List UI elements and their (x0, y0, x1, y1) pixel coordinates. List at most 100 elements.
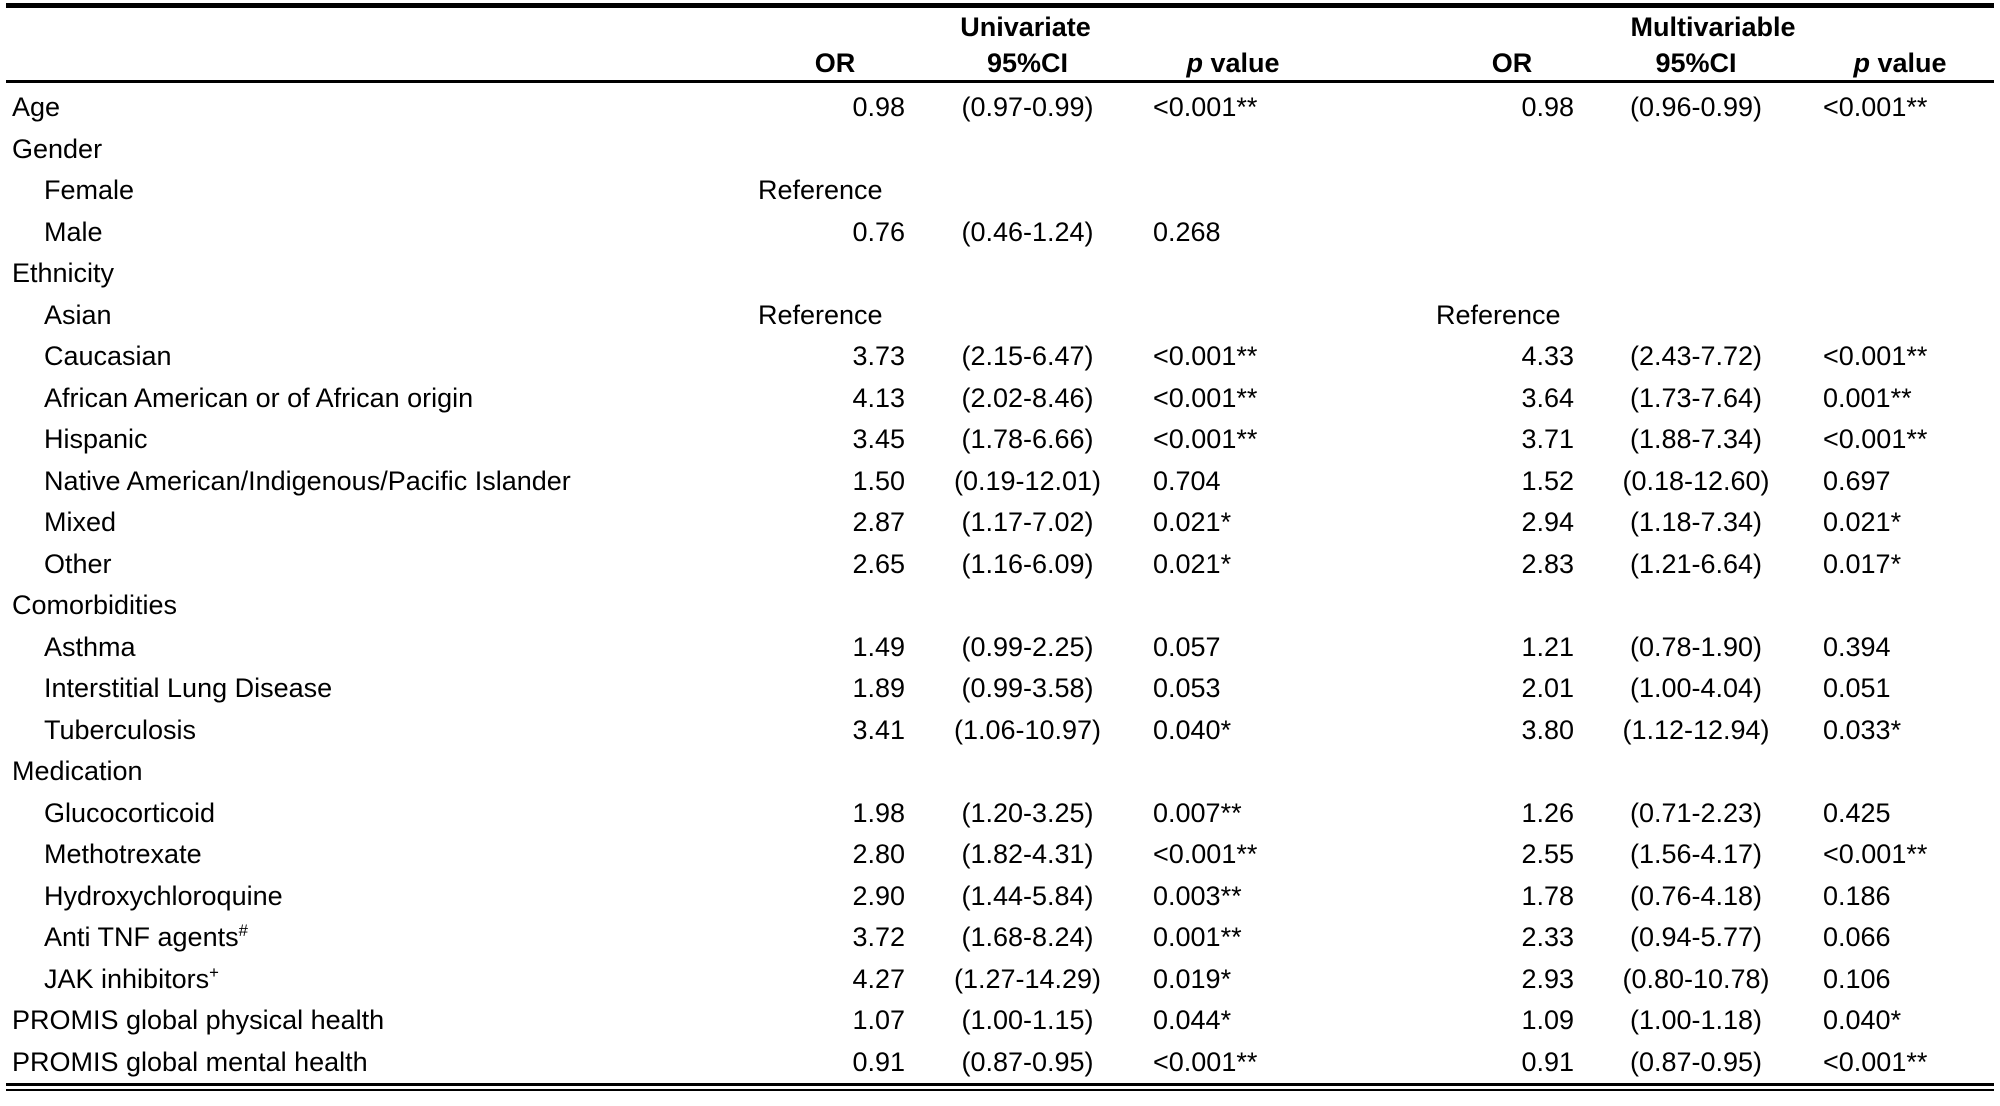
univariate-or-cell: 4.13 (852, 382, 905, 413)
table-row: Methotrexate 2.80 (1.82-4.31) <0.001** 2.55 (… (6, 834, 1994, 876)
multivariable-ci-cell: (1.73-7.64) (1629, 382, 1763, 413)
multivariable-ci-cell: (0.96-0.99) (1629, 92, 1763, 123)
multivariable-ci-cell: (1.12-12.94) (1622, 714, 1770, 745)
row-label: Asian (44, 299, 112, 330)
group-header-multivariable: Multivariable (1630, 11, 1796, 42)
univariate-or-cell: 1.50 (852, 465, 905, 496)
row-label: Asthma (44, 631, 136, 662)
row-label: Ethnicity (12, 258, 115, 289)
row-label: Native American/Indigenous/Pacific Islan… (44, 465, 571, 496)
multivariable-ci-cell: (0.71-2.23) (1629, 797, 1763, 828)
univariate-ci-cell: (1.82-4.31) (961, 839, 1094, 870)
univariate-or-cell: 1.49 (852, 631, 905, 662)
multivariable-ci-cell: (0.18-12.60) (1622, 465, 1770, 496)
multivariable-p-cell: 0.066 (1823, 922, 1891, 953)
table-group-header-row: Univariate Multivariable (6, 8, 1994, 46)
table-top-rule (6, 3, 1994, 8)
multivariable-p-cell: <0.001** (1823, 839, 1928, 870)
multivariable-or-cell: Reference (1436, 299, 1561, 330)
multivariable-ci-cell: (1.18-7.34) (1629, 507, 1763, 538)
row-label: Age (12, 92, 61, 123)
column-header-univariate-ci: 95%CI (986, 47, 1069, 78)
univariate-or-cell: 4.27 (852, 963, 905, 994)
row-label: Female (44, 175, 135, 206)
univariate-p-cell: <0.001** (1153, 1046, 1258, 1077)
p-italic: p (1186, 47, 1203, 78)
univariate-ci-cell: (1.16-6.09) (961, 548, 1094, 579)
multivariable-or-cell: 1.52 (1521, 465, 1574, 496)
univariate-ci-cell: (2.15-6.47) (961, 341, 1094, 372)
multivariable-p-cell: <0.001** (1823, 424, 1928, 455)
row-label: Methotrexate (44, 839, 202, 870)
univariate-or-cell: 1.07 (852, 1005, 905, 1036)
multivariable-ci-cell: (0.94-5.77) (1629, 922, 1763, 953)
table-row: PROMIS global mental health 0.91 (0.87-0.9… (6, 1042, 1994, 1084)
univariate-p-cell: 0.053 (1153, 673, 1221, 704)
multivariable-ci-cell: (0.80-10.78) (1622, 963, 1770, 994)
row-label: Male (44, 216, 103, 247)
table-body: Age 0.98 (0.97-0.99) <0.001** 0.98 (0.96-0.99… (6, 83, 1994, 1083)
column-header-univariate-or: OR (814, 47, 856, 78)
row-label: PROMIS global mental health (12, 1046, 368, 1077)
multivariable-or-cell: 1.26 (1521, 797, 1574, 828)
univariate-ci-cell: (0.46-1.24) (961, 216, 1094, 247)
multivariable-p-cell: 0.001** (1823, 382, 1912, 413)
univariate-ci-cell: (1.68-8.24) (961, 922, 1094, 953)
table-row: Comorbidities (6, 585, 1994, 627)
table-row: Glucocorticoid 1.98 (1.20-3.25) 0.007** 1.26… (6, 793, 1994, 835)
univariate-or-cell: 0.76 (852, 216, 905, 247)
column-header-multivariable-ci: 95%CI (1655, 47, 1737, 78)
p-word: value (1877, 47, 1947, 78)
multivariable-ci-cell: (0.76-4.18) (1629, 880, 1763, 911)
univariate-p-cell: 0.021* (1153, 507, 1232, 538)
row-label: Gender (12, 133, 103, 164)
table-row: Female Reference (6, 170, 1994, 212)
univariate-p-cell: <0.001** (1153, 424, 1258, 455)
univariate-or-cell: Reference (758, 175, 883, 206)
row-label: Medication (12, 756, 143, 787)
table-row: Age 0.98 (0.97-0.99) <0.001** 0.98 (0.96-0.99… (6, 87, 1994, 129)
univariate-ci-cell: (2.02-8.46) (961, 382, 1094, 413)
multivariable-ci-cell: (1.56-4.17) (1629, 839, 1763, 870)
table-row: Medication (6, 751, 1994, 793)
multivariable-p-cell: 0.697 (1823, 465, 1891, 496)
multivariable-ci-cell: (1.21-6.64) (1629, 548, 1763, 579)
multivariable-p-cell: 0.186 (1823, 880, 1891, 911)
table-row: Tuberculosis 3.41 (1.06-10.97) 0.040* 3.80 (1… (6, 710, 1994, 752)
univariate-p-cell: <0.001** (1153, 839, 1258, 870)
multivariable-ci-cell: (1.00-1.18) (1629, 1005, 1763, 1036)
univariate-or-cell: 3.72 (852, 922, 905, 953)
univariate-ci-cell: (1.06-10.97) (953, 714, 1102, 745)
univariate-ci-cell: (0.87-0.95) (961, 1046, 1094, 1077)
multivariable-or-cell: 2.55 (1521, 839, 1574, 870)
row-label: Hydroxychloroquine (44, 880, 283, 911)
column-header-multivariable-or: OR (1491, 47, 1533, 78)
row-label-superscript: # (238, 921, 248, 941)
table-row: JAK inhibitors+ 4.27 (1.27-14.29) 0.019* 2.9… (6, 959, 1994, 1001)
univariate-ci-cell: (1.78-6.66) (961, 424, 1094, 455)
multivariable-or-cell: 1.78 (1521, 880, 1574, 911)
table-row: Asian Reference Reference (6, 295, 1994, 337)
row-label: Tuberculosis (44, 714, 197, 745)
table-row: PROMIS global physical health 1.07 (1.00-1… (6, 1000, 1994, 1042)
multivariable-p-cell: <0.001** (1823, 1046, 1928, 1077)
multivariable-ci-cell: (2.43-7.72) (1629, 341, 1763, 372)
univariate-p-cell: 0.040* (1153, 714, 1232, 745)
univariate-or-cell: 3.45 (852, 424, 905, 455)
multivariable-or-cell: 3.80 (1521, 714, 1574, 745)
multivariable-or-cell: 2.93 (1521, 963, 1574, 994)
multivariable-ci-cell: (1.00-4.04) (1629, 673, 1763, 704)
multivariable-or-cell: 2.33 (1521, 922, 1574, 953)
row-label: Comorbidities (12, 590, 178, 621)
multivariable-or-cell: 4.33 (1521, 341, 1574, 372)
univariate-ci-cell: (0.99-2.25) (961, 631, 1094, 662)
row-label: JAK inhibitors+ (44, 962, 219, 994)
multivariable-p-cell: 0.017* (1823, 548, 1902, 579)
row-label: PROMIS global physical health (12, 1005, 385, 1036)
table-row: Mixed 2.87 (1.17-7.02) 0.021* 2.94 (1.18-7.34… (6, 502, 1994, 544)
group-header-univariate: Univariate (960, 11, 1091, 42)
univariate-p-cell: 0.007** (1153, 797, 1242, 828)
row-label: Anti TNF agents# (44, 921, 248, 953)
multivariable-p-cell: 0.106 (1823, 963, 1891, 994)
